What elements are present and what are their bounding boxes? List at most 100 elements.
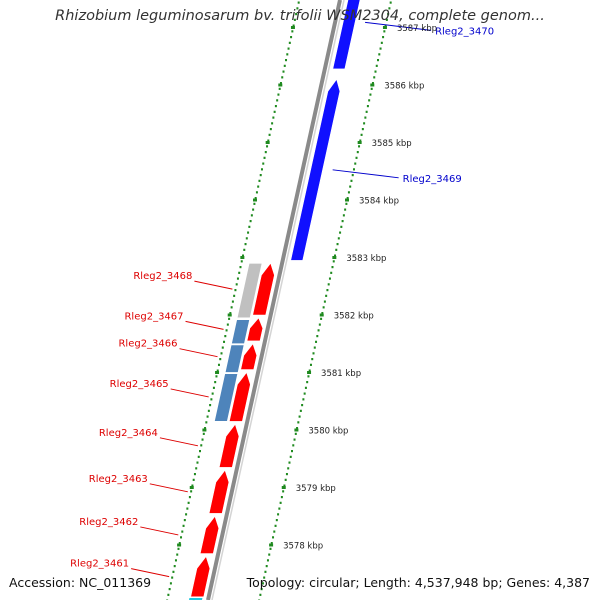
- gene-label-Rleg2_3462: Rleg2_3462: [79, 517, 138, 528]
- tick-dot: [388, 7, 391, 10]
- tick-dot: [259, 174, 262, 177]
- tick-dot: [254, 197, 257, 200]
- tick-dot: [352, 168, 355, 171]
- tick-dot: [303, 392, 306, 395]
- gene-label-Rleg2_3463: Rleg2_3463: [89, 474, 148, 485]
- tick-dot: [180, 536, 183, 539]
- tick-dot: [266, 145, 269, 148]
- tick-dot: [377, 59, 380, 62]
- tick-dot: [230, 306, 233, 309]
- tick-dot: [196, 461, 199, 464]
- tick-dot: [292, 444, 295, 447]
- major-tick: [345, 198, 349, 202]
- tick-dot: [339, 231, 342, 234]
- tick-dot: [220, 352, 223, 355]
- tick-dot: [315, 340, 318, 343]
- feature-bar-Rleg2_3466: [224, 344, 245, 373]
- tick-dot: [389, 1, 392, 4]
- tick-dot: [268, 133, 271, 136]
- tick-dot: [275, 519, 278, 522]
- tick-dot: [188, 496, 191, 499]
- major-tick: [177, 543, 182, 547]
- tick-dot: [187, 501, 190, 504]
- tick-dot: [172, 570, 175, 573]
- tick-dot: [283, 64, 286, 67]
- major-tick: [278, 83, 283, 87]
- tick-dot: [238, 271, 241, 274]
- scale-label-7: 3580 kbp: [308, 427, 348, 437]
- tick-dot: [219, 358, 222, 361]
- tick-dot: [216, 369, 219, 372]
- tick-dot: [262, 162, 265, 165]
- gene-arrow-Rleg2_3468: [252, 262, 275, 316]
- tick-dot: [205, 421, 208, 424]
- tick-dot: [280, 496, 283, 499]
- accession-label: Accession: NC_011369: [9, 575, 152, 590]
- tick-dot: [366, 105, 369, 108]
- tick-dot: [176, 553, 179, 556]
- tick-dot: [284, 478, 287, 481]
- tick-dot: [255, 191, 258, 194]
- tick-dot: [347, 191, 350, 194]
- tick-dot: [334, 254, 337, 257]
- tick-dot: [263, 576, 266, 579]
- tick-dot: [317, 329, 320, 332]
- tick-dot: [217, 363, 220, 366]
- tick-dot: [190, 490, 193, 493]
- tick-dot: [204, 427, 207, 430]
- tick-dot: [304, 386, 307, 389]
- gene-arrow-Rleg2_3464: [218, 423, 240, 468]
- major-tick: [202, 428, 207, 432]
- major-tick: [370, 83, 375, 87]
- tick-dot: [354, 162, 357, 165]
- tick-dot: [247, 231, 250, 234]
- tick-dot: [296, 427, 299, 430]
- tick-dot: [285, 473, 288, 476]
- gene-label-Rleg2_3464: Rleg2_3464: [99, 428, 158, 439]
- tick-dot: [173, 565, 176, 568]
- tick-dot: [192, 478, 195, 481]
- scale-label-2: 3585 kbp: [372, 139, 412, 149]
- leader-line: [332, 169, 399, 179]
- tick-dot: [346, 197, 349, 200]
- gene-label-Rleg2_3469: Rleg2_3469: [403, 174, 462, 185]
- leader-line: [170, 388, 209, 398]
- tick-dot: [239, 266, 242, 269]
- scale-label-0: 3587 kbp: [397, 24, 437, 34]
- tick-dot: [199, 450, 201, 453]
- scale-label-4: 3583 kbp: [346, 254, 386, 264]
- tick-dot: [371, 82, 374, 85]
- tick-dot: [278, 87, 281, 90]
- tick-dot: [279, 501, 282, 504]
- tick-dot: [267, 139, 270, 142]
- tick-dot: [299, 409, 302, 412]
- leader-line: [149, 483, 188, 493]
- tick-dot: [260, 168, 263, 171]
- tick-dot: [309, 363, 312, 366]
- tick-dot: [177, 547, 180, 550]
- tick-dot: [169, 582, 172, 585]
- tick-dot: [288, 461, 291, 464]
- tick-dot: [277, 93, 280, 96]
- major-tick: [357, 141, 362, 144]
- tick-dot: [272, 116, 275, 119]
- major-tick: [269, 543, 274, 547]
- tick-dot: [242, 254, 245, 257]
- tick-dot: [282, 490, 285, 493]
- gene-label-layer: Rleg2_3470 Rleg2_3469 Rleg2_3468 Rleg2_3467…: [70, 21, 494, 578]
- tick-dot: [265, 565, 268, 568]
- tick-dot: [364, 116, 367, 119]
- gene-arrow-Rleg2_3469: [290, 78, 341, 261]
- tick-dot: [253, 202, 256, 205]
- tick-dot: [297, 421, 300, 424]
- gene-label-Rleg2_3461: Rleg2_3461: [70, 559, 129, 570]
- tick-dot: [178, 542, 181, 545]
- scale-label-8: 3579 kbp: [296, 484, 336, 494]
- major-tick: [265, 141, 270, 144]
- feature-bar-Rleg2_3468: [236, 262, 263, 319]
- tick-dot: [229, 312, 232, 315]
- tick-dot: [185, 513, 188, 516]
- gene-label-Rleg2_3467: Rleg2_3467: [124, 311, 183, 322]
- inner-tick-track: [166, 1, 300, 600]
